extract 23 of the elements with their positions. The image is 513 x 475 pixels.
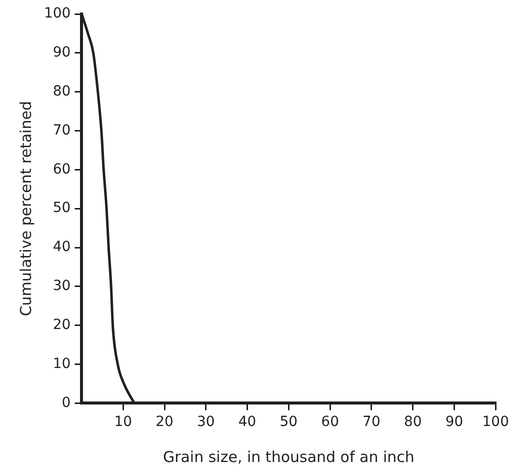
x-tick-label: 40 <box>238 414 256 430</box>
x-tick-label: 100 <box>482 414 510 430</box>
y-tick-label: 50 <box>52 200 71 216</box>
x-tick-label: 50 <box>280 414 298 430</box>
x-tick-label: 30 <box>196 414 215 430</box>
y-tick-label: 0 <box>62 394 71 411</box>
y-axis-title: Cumulative percent retained <box>16 101 35 316</box>
y-tick-label: 80 <box>52 83 71 100</box>
x-tick-label: 80 <box>404 414 422 430</box>
x-axis-title: Grain size, in thousand of an inch <box>162 448 414 466</box>
y-tick-label: 20 <box>52 317 71 333</box>
x-tick-label: 60 <box>321 414 339 430</box>
x-tick-label: 70 <box>362 414 380 430</box>
x-tick-label: 10 <box>114 414 132 430</box>
y-tick-label: 90 <box>52 44 71 61</box>
y-tick-label: 40 <box>52 239 71 256</box>
x-tick-label: 20 <box>156 414 174 430</box>
y-tick-label: 100 <box>44 6 71 22</box>
y-tick-label: 30 <box>52 278 71 294</box>
x-tick-label: 90 <box>445 414 464 430</box>
y-tick-label: 10 <box>52 356 71 372</box>
y-tick-label: 70 <box>52 122 71 138</box>
y-tick-label: 60 <box>52 161 71 178</box>
